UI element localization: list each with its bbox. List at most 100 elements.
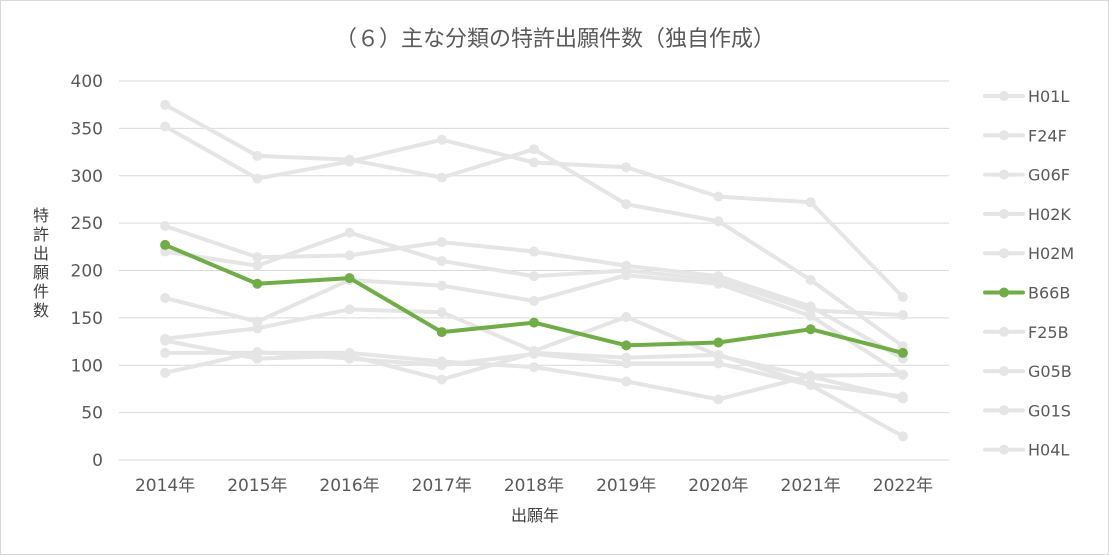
series-h04l: [160, 346, 908, 442]
y-tick-label: 300: [71, 167, 103, 187]
y-tick-label: 0: [92, 451, 103, 471]
legend-item: B66B: [983, 284, 1070, 303]
data-point: [713, 337, 724, 348]
x-axis-ticks: 2014年 2015年 2016年 2017年 2018年 2019年 2020年 2021年…: [135, 476, 933, 496]
data-point: [436, 374, 447, 385]
legend-item: H04L: [983, 441, 1069, 460]
data-point: [805, 310, 816, 321]
data-point: [344, 156, 355, 167]
data-point: [344, 304, 355, 315]
legend-item: H02K: [983, 205, 1071, 224]
y-axis-label-char: 数: [33, 301, 49, 320]
data-point: [252, 260, 263, 271]
data-point: [621, 162, 632, 173]
data-point: [344, 250, 355, 261]
data-point: [436, 360, 447, 371]
legend-label: F24F: [1028, 126, 1067, 145]
y-tick-label: 250: [71, 214, 103, 234]
data-point: [160, 347, 171, 358]
data-point: [529, 362, 539, 373]
data-point: [529, 295, 539, 306]
data-point: [897, 347, 908, 358]
y-tick-label: 350: [71, 119, 103, 139]
data-point: [160, 292, 171, 303]
gridlines: [119, 80, 949, 461]
legend-label: H02K: [1028, 205, 1071, 224]
legend-swatch-marker: [999, 405, 1009, 416]
data-point: [713, 278, 724, 289]
data-point: [529, 348, 539, 359]
legend-label: G05B: [1028, 362, 1072, 381]
y-axis-ticks: 0 50 100 150 200 250 300 350 400: [71, 72, 103, 471]
data-point: [713, 358, 724, 369]
legend-swatch-marker: [999, 91, 1009, 101]
data-point: [344, 353, 355, 364]
data-point: [160, 220, 171, 231]
data-point: [897, 391, 908, 402]
series-lines: [160, 99, 908, 442]
data-point: [621, 358, 632, 369]
data-point: [805, 380, 816, 391]
y-tick-label: 400: [71, 72, 103, 92]
x-tick-label: 2016年: [319, 476, 379, 496]
data-point: [160, 121, 171, 132]
x-tick-label: 2015年: [227, 476, 287, 496]
data-point: [436, 172, 447, 183]
legend-item: F24F: [983, 126, 1067, 145]
data-point: [529, 246, 539, 257]
legend-swatch-marker: [999, 130, 1009, 141]
data-point: [252, 323, 263, 334]
data-point: [436, 307, 447, 318]
data-point: [897, 369, 908, 380]
data-point: [529, 317, 539, 328]
data-point: [529, 271, 539, 282]
legend-item: G01S: [983, 401, 1071, 420]
legend-item: G05B: [983, 362, 1072, 381]
data-point: [344, 273, 355, 284]
y-tick-label: 100: [71, 356, 103, 376]
series-b66b: [160, 239, 908, 358]
y-tick-label: 150: [71, 309, 103, 329]
x-tick-label: 2020年: [688, 476, 748, 496]
legend-swatch-marker: [999, 208, 1009, 219]
y-axis-label-char: 件: [33, 282, 49, 301]
data-point: [436, 327, 447, 338]
legend-swatch-marker: [999, 248, 1009, 259]
data-point: [621, 311, 632, 322]
legend-label: H01L: [1028, 87, 1069, 106]
legend: H01L F24F G06F H02K H02M B66B F25B G05B G01S H04L: [983, 87, 1074, 460]
y-axis-label-char: 願: [33, 263, 49, 282]
data-point: [713, 394, 724, 405]
data-point: [252, 252, 263, 263]
y-axis-label-char: 許: [33, 225, 49, 244]
data-point: [621, 199, 632, 210]
y-tick-label: 200: [71, 262, 103, 282]
x-tick-label: 2019年: [596, 476, 656, 496]
x-tick-label: 2017年: [412, 476, 472, 496]
data-point: [621, 270, 632, 281]
legend-swatch-marker: [999, 287, 1009, 298]
chart-title: （６）主な分類の特許出願件数（独自作成）: [335, 27, 775, 52]
data-point: [621, 340, 632, 351]
legend-label: B66B: [1028, 284, 1070, 303]
data-point: [897, 431, 908, 442]
x-axis-label: 出願年: [511, 506, 559, 525]
data-point: [805, 370, 816, 381]
data-point: [252, 173, 263, 184]
data-point: [436, 280, 447, 291]
data-point: [897, 310, 908, 321]
data-point: [897, 292, 908, 303]
legend-swatch-marker: [999, 366, 1009, 377]
y-axis-label-char: 特: [33, 206, 49, 225]
series-h02k: [160, 227, 908, 321]
data-point: [529, 157, 539, 168]
data-point: [160, 335, 171, 346]
legend-label: F25B: [1028, 323, 1069, 342]
data-point: [436, 256, 447, 267]
y-axis-label: 特許出願件数: [33, 206, 49, 320]
series-f24f: [160, 121, 908, 303]
data-point: [252, 278, 263, 289]
legend-item: H02M: [983, 244, 1074, 263]
x-tick-label: 2014年: [135, 476, 195, 496]
